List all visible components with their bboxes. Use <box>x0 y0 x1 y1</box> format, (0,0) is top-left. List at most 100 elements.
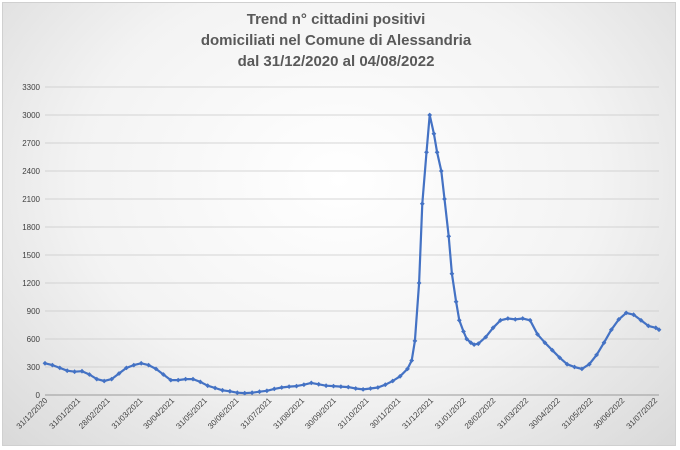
x-tick-label: 31/07/2021 <box>239 396 274 431</box>
y-axis-ticks: 0 300 600 900 1200 1500 1800 2100 2400 2700 3000 33… <box>22 83 40 400</box>
data-point <box>57 365 63 371</box>
x-tick-label: 30/06/2022 <box>592 396 627 431</box>
gridlines <box>45 86 659 396</box>
data-point <box>631 312 636 318</box>
data-point <box>42 360 48 366</box>
x-tick-label: 30/04/2021 <box>142 396 177 431</box>
data-point <box>535 331 540 337</box>
y-tick-label: 2100 <box>22 195 40 204</box>
x-tick-label: 31/10/2021 <box>336 396 371 431</box>
data-point <box>564 361 570 367</box>
data-point <box>79 368 85 374</box>
y-tick-label: 1500 <box>22 251 40 260</box>
data-point <box>656 327 662 333</box>
data-point <box>294 383 299 389</box>
x-tick-label: 30/09/2021 <box>303 396 338 431</box>
data-point <box>419 201 425 207</box>
data-point <box>609 327 614 333</box>
data-point <box>475 341 481 347</box>
data-point <box>505 316 511 321</box>
data-point <box>382 382 388 388</box>
data-point <box>427 112 433 118</box>
data-point <box>468 340 474 346</box>
data-point <box>520 316 526 321</box>
x-tick-label: 31/05/2022 <box>560 396 595 431</box>
data-point <box>409 358 415 363</box>
chart-title-line-3: dal 31/12/2020 al 04/08/2022 <box>238 53 435 70</box>
x-tick-label: 31/12/2021 <box>400 396 435 431</box>
data-point <box>616 317 622 322</box>
data-point <box>138 360 144 366</box>
data-point <box>116 371 122 376</box>
data-point <box>190 376 196 382</box>
data-point <box>646 323 651 329</box>
data-point <box>72 369 77 375</box>
series-markers <box>42 112 662 396</box>
data-point <box>353 386 359 391</box>
data-point <box>586 361 592 367</box>
y-tick-label: 3300 <box>22 83 40 92</box>
data-point <box>461 329 466 334</box>
data-point <box>416 280 422 286</box>
x-tick-label: 30/04/2022 <box>527 396 562 431</box>
data-point <box>175 377 181 383</box>
data-point <box>390 378 396 384</box>
data-point <box>446 233 452 239</box>
data-point <box>397 373 403 379</box>
data-point <box>249 390 255 396</box>
data-point <box>464 336 470 342</box>
chart-title-line-1: Trend n° cittadini positivi <box>247 11 426 28</box>
chart-frame: Trend n° cittadini positivi domiciliati … <box>2 2 676 446</box>
x-tick-label: 28/02/2021 <box>77 396 112 431</box>
data-point <box>323 383 329 389</box>
data-point <box>456 317 462 323</box>
y-tick-label: 900 <box>27 307 41 316</box>
data-point <box>431 131 437 137</box>
data-point <box>471 342 477 347</box>
data-point <box>109 376 114 382</box>
data-point <box>623 310 629 316</box>
data-point <box>368 386 373 391</box>
data-point <box>557 355 563 361</box>
y-tick-label: 600 <box>27 335 41 344</box>
data-point <box>153 366 159 372</box>
data-point <box>601 340 607 346</box>
data-point <box>483 334 489 340</box>
data-point <box>101 378 107 384</box>
data-point <box>205 383 211 389</box>
data-point <box>424 149 429 155</box>
data-point <box>286 384 292 389</box>
chart-title-line-2: domiciliati nel Comune di Alessandria <box>201 32 472 49</box>
data-point <box>453 299 459 305</box>
data-point <box>124 365 129 371</box>
data-point <box>301 382 307 388</box>
data-point <box>405 366 410 372</box>
data-point <box>131 362 137 368</box>
data-point <box>50 362 55 368</box>
data-point <box>257 389 262 395</box>
x-tick-label: 30/06/2021 <box>206 396 241 431</box>
data-point <box>161 372 166 377</box>
data-point <box>331 383 336 389</box>
data-point <box>264 388 270 394</box>
y-tick-label: 3000 <box>22 111 40 120</box>
series-line <box>44 113 660 395</box>
data-point <box>442 196 447 202</box>
data-point <box>375 385 381 390</box>
x-tick-label: 31/08/2021 <box>272 396 307 431</box>
data-point <box>542 340 548 346</box>
data-point <box>183 376 188 382</box>
data-point <box>638 317 644 323</box>
y-tick-label: 1800 <box>22 223 40 232</box>
data-point <box>227 388 233 394</box>
data-point <box>242 390 248 396</box>
y-tick-label: 1200 <box>22 279 40 288</box>
data-point <box>168 377 174 383</box>
y-tick-label: 2400 <box>22 167 40 176</box>
x-tick-label: 28/02/2022 <box>463 396 498 431</box>
data-point <box>527 317 533 323</box>
data-point <box>64 368 70 374</box>
line-chart: Trend n° cittadini positivi domiciliati … <box>15 11 662 431</box>
data-point <box>197 379 203 385</box>
data-point <box>412 338 418 344</box>
